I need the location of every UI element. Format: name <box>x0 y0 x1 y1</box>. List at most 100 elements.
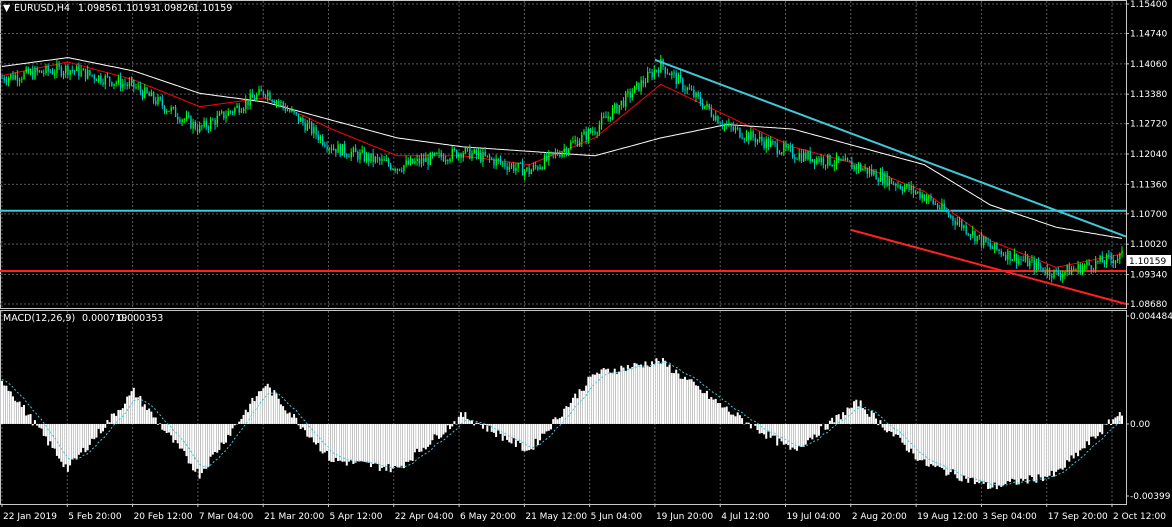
price-tick-label: 1.12720 <box>1130 120 1167 130</box>
candle-body <box>141 91 144 98</box>
candle-body <box>655 70 658 72</box>
candle-body <box>504 162 506 167</box>
candle-body <box>1005 255 1007 260</box>
candle-body <box>972 230 974 236</box>
time-tick-label: 3 Sep 04:00 <box>982 512 1037 522</box>
candle-body <box>985 236 987 243</box>
candle-body <box>326 146 328 150</box>
candle-body <box>899 185 901 189</box>
candle-body <box>917 191 919 193</box>
candle-body <box>1095 260 1097 270</box>
candle-body <box>697 92 699 97</box>
candle-body <box>56 64 58 74</box>
candle-body <box>128 81 131 86</box>
candle-body <box>370 153 372 162</box>
candle-body <box>357 152 359 160</box>
candle-body <box>293 109 295 113</box>
candle-body <box>341 143 344 156</box>
candle-body <box>306 123 309 131</box>
candle-body <box>669 73 671 76</box>
candle-body <box>359 152 361 160</box>
candle-body <box>469 146 471 159</box>
candle-body <box>365 153 368 161</box>
price-tick-label: 1.13380 <box>1130 90 1167 100</box>
candle-body <box>873 171 875 175</box>
candle-body <box>862 169 864 171</box>
candle-body <box>614 103 616 109</box>
candle-body <box>956 222 959 225</box>
candle-body <box>188 115 190 117</box>
candle-body <box>1048 268 1051 276</box>
candle-body <box>772 141 774 143</box>
candle-body <box>1057 270 1060 275</box>
candle-body <box>936 204 939 208</box>
candle-body <box>1031 259 1033 261</box>
candle-body <box>322 136 324 145</box>
candle-body <box>592 131 594 133</box>
candle-body <box>245 100 247 109</box>
candle-body <box>855 165 858 170</box>
candle-body <box>1007 250 1009 260</box>
candle-body <box>412 158 414 164</box>
price-axis: 1.15400 1.14740 1.14060 1.13380 1.12720 1.120… <box>1126 0 1167 310</box>
candle-body <box>765 139 768 148</box>
candle-body <box>998 249 1000 252</box>
candle-body <box>71 70 74 72</box>
horizontal-levels <box>0 209 1126 272</box>
candle-body <box>809 151 811 162</box>
time-tick-label: 5 Jun 04:00 <box>591 512 643 522</box>
candle-body <box>708 103 710 109</box>
candle-body <box>199 125 201 132</box>
candle-body <box>682 78 684 90</box>
candle-body <box>60 66 63 76</box>
candle-body <box>890 178 893 184</box>
candle-body <box>477 152 480 156</box>
candle-body <box>36 68 38 72</box>
candle-body <box>361 150 363 153</box>
candle-body <box>62 72 65 76</box>
candle-body <box>297 113 300 122</box>
candle-body <box>379 158 381 161</box>
candle-body <box>699 96 702 104</box>
price-tick-label: 1.10020 <box>1130 240 1167 250</box>
candle-body <box>438 152 440 154</box>
candle-body <box>135 87 137 89</box>
candle-body <box>950 215 952 217</box>
candle-body <box>893 183 895 185</box>
candle-body <box>471 153 473 159</box>
candle-body <box>174 107 177 117</box>
candle-body <box>84 68 87 79</box>
candle-body <box>734 127 737 130</box>
candle-body <box>148 92 150 97</box>
candle-body <box>264 95 267 97</box>
candle-body <box>594 131 596 134</box>
candle-body <box>719 123 721 125</box>
candle-body <box>563 148 565 153</box>
candle-body <box>368 153 370 162</box>
candle-body <box>963 225 965 228</box>
chart-menu-arrow-icon[interactable]: ▼ <box>3 3 11 14</box>
candle-body <box>133 79 135 88</box>
candle-body <box>1037 261 1040 267</box>
candle-body <box>260 89 262 92</box>
candle-body <box>695 92 697 97</box>
candle-body <box>87 69 89 79</box>
candle-body <box>214 120 216 125</box>
candle-body <box>506 166 508 170</box>
candle-body <box>820 157 822 163</box>
macd-tick-label: -0.00399 <box>1130 492 1171 502</box>
candle-body <box>846 158 849 161</box>
candle-body <box>423 158 425 162</box>
candle-body <box>737 127 739 129</box>
candle-body <box>583 131 585 135</box>
candle-body <box>313 126 315 134</box>
candle-body <box>930 195 932 200</box>
candle-body <box>616 103 618 113</box>
candle-body <box>442 156 445 162</box>
candle-body <box>811 158 814 162</box>
candle-body <box>14 75 16 80</box>
candle-body <box>286 110 289 112</box>
candle-body <box>1051 275 1053 278</box>
candle-body <box>882 172 884 184</box>
candle-body <box>32 70 34 79</box>
